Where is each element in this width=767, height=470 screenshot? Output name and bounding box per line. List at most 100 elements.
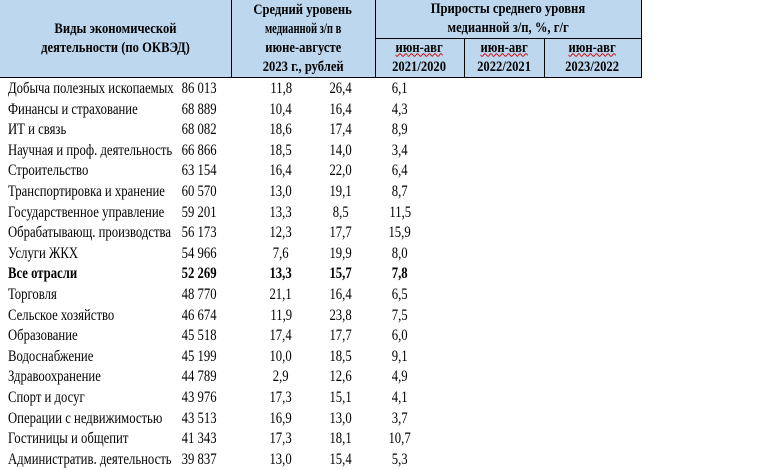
growth-2021-text: 13,3 [269,265,293,283]
activity-name: Гостиницы и общепит [8,429,155,450]
growth-2021-text: 16,4 [269,162,293,180]
growth-2021-text: 13,0 [269,450,293,468]
growth-2022: 17,7 [311,223,371,244]
growth-2021: 16,9 [251,409,311,430]
table-row: ИТ и связь 68 082 18,6 17,4 8,9 [0,120,641,141]
divider [464,38,465,77]
average-wage-text: 48 770 [182,286,217,303]
growth-2022: 18,1 [311,429,371,450]
header-period-3: июн-авг 2023/2022 [544,38,641,77]
growth-2023-text: 6,4 [392,162,408,180]
table-row: Обрабатывающ. производства 56 173 12,3 17,7… [0,223,641,244]
growth-2022-text: 13,0 [329,409,353,427]
header-average-wage: Средний уровень медианной з/п в июне-авг… [231,0,375,77]
growth-2023: 10,7 [370,429,430,450]
divider [375,38,641,39]
average-wage: 63 154 [174,161,217,182]
growth-2023: 3,4 [370,141,430,162]
growth-2021-text: 10,0 [269,347,293,365]
average-wage-text: 45 199 [182,347,217,365]
growth-2021: 10,4 [251,100,311,121]
growth-2022-text: 19,1 [329,183,353,200]
growth-2023: 6,1 [370,79,430,100]
growth-2021: 11,8 [251,79,311,100]
table-row: Государственное управление 59 201 13,3 8,5 1… [0,203,641,224]
growth-2022-text: 26,4 [329,80,353,97]
average-wage: 52 269 [174,264,217,285]
growth-2023: 4,1 [370,388,430,409]
growth-2023: 8,9 [370,120,430,141]
growth-2021: 18,5 [251,141,311,162]
average-wage: 59 201 [174,203,217,224]
average-wage: 48 770 [174,285,217,306]
growth-2023-text: 8,7 [392,183,408,200]
growth-2023-text: 8,0 [392,244,408,262]
growth-2021: 11,9 [251,306,311,327]
average-wage: 60 570 [174,182,217,203]
activity-name-text: ИТ и связь [8,121,67,139]
period-years: 2023/2022 [565,58,620,75]
table-row: Спорт и досуг 43 976 17,3 15,1 4,1 [0,388,641,409]
growth-2023-text: 6,1 [392,80,408,97]
growth-2022: 16,4 [311,100,371,121]
table-row: Здравоохранение 44 789 2,9 12,6 4,9 [0,367,641,388]
growth-2022: 15,7 [311,264,371,285]
growth-2022: 14,0 [311,141,371,162]
average-wage: 41 343 [174,429,217,450]
table-row: Торговля 48 770 21,1 16,4 6,5 [0,285,641,306]
growth-2022: 12,6 [311,367,371,388]
growth-2022-text: 12,6 [329,368,353,386]
activity-name: Обрабатывающ. производства [8,223,207,244]
header-growth-line2: медианной з/п, %, г/г [447,20,569,36]
activity-name-text: Сельское хозяйство [8,306,115,324]
growth-2021: 13,0 [251,182,311,203]
growth-2022-text: 23,8 [329,306,353,324]
average-wage-text: 68 082 [182,121,217,139]
growth-2023-text: 3,7 [392,409,408,427]
average-wage: 54 966 [174,244,217,265]
activity-name: Услуги ЖКХ [8,244,93,265]
growth-2023-text: 6,5 [392,286,408,303]
growth-2021-text: 12,3 [269,224,293,242]
growth-2021-text: 17,4 [269,327,293,345]
header-activity-label: Виды экономической деятельности (по ОКВЭ… [41,20,190,56]
average-wage-text: 43 976 [182,389,217,406]
growth-2022-text: 14,0 [329,141,353,159]
growth-2022: 23,8 [311,306,371,327]
average-wage-text: 44 789 [182,368,217,386]
activity-name-text: Все отрасли [8,265,78,283]
growth-2022-text: 15,1 [329,389,353,406]
activity-name-text: Научная и проф. деятельность [8,141,173,159]
activity-name-text: Образование [8,327,78,345]
activity-name-text: Спорт и досуг [8,389,85,406]
growth-2023-text: 6,0 [392,327,408,345]
table-row: Научная и проф. деятельность 66 866 18,5 14… [0,141,641,162]
activity-name: Образование [8,326,93,347]
growth-2021: 7,6 [251,244,311,265]
activity-name: Научная и проф. деятельность [8,141,208,162]
growth-2021-text: 7,6 [273,244,289,262]
average-wage: 44 789 [174,367,217,388]
average-wage: 66 866 [174,141,217,162]
growth-2022-text: 16,4 [329,100,353,118]
table-row: Образование 45 518 17,4 17,7 6,0 [0,326,641,347]
average-wage-text: 52 269 [182,265,217,283]
growth-2021-text: 11,9 [270,306,292,324]
header-growth-line1: Приросты среднего уровня [430,1,586,17]
growth-2021: 2,9 [251,367,311,388]
activity-name: Добыча полезных ископаемых [8,79,210,100]
activity-name: Операции с недвижимостью [8,409,196,430]
average-wage-text: 46 674 [182,306,217,324]
growth-2023: 11,5 [370,203,430,224]
growth-2023: 9,1 [370,347,430,368]
average-wage-text: 68 889 [182,100,217,118]
average-wage-text: 66 866 [182,141,217,159]
growth-2023: 6,4 [370,161,430,182]
average-wage-text: 43 513 [182,409,217,427]
average-wage: 68 082 [174,120,217,141]
divider [544,38,545,77]
header-average-line2: медианной з/п в [258,20,349,39]
activity-name: Здравоохранение [8,367,121,388]
growth-2022-text: 16,4 [329,286,353,303]
header-period-1: июн-авг 2021/2020 [375,38,464,77]
